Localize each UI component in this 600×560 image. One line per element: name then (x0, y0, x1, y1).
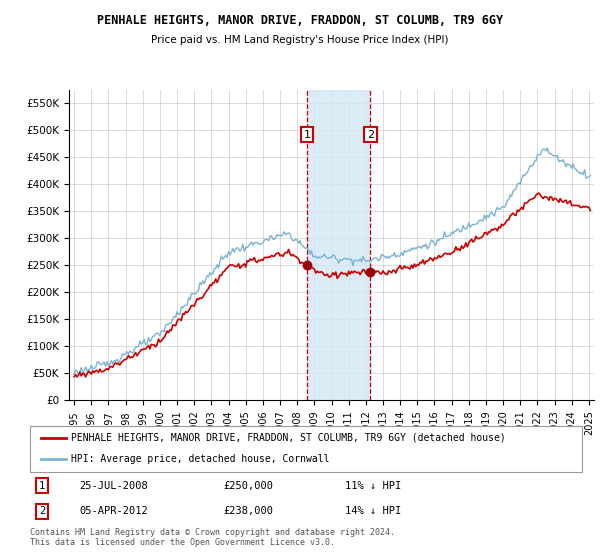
FancyBboxPatch shape (30, 426, 582, 472)
Text: PENHALE HEIGHTS, MANOR DRIVE, FRADDON, ST COLUMB, TR9 6GY (detached house): PENHALE HEIGHTS, MANOR DRIVE, FRADDON, S… (71, 433, 506, 443)
Text: 1: 1 (304, 130, 310, 139)
Text: Price paid vs. HM Land Registry's House Price Index (HPI): Price paid vs. HM Land Registry's House … (151, 35, 449, 45)
Bar (307, 90, 370, 400)
Text: 2: 2 (367, 130, 374, 139)
Text: HPI: Average price, detached house, Cornwall: HPI: Average price, detached house, Corn… (71, 454, 330, 464)
Text: 2: 2 (39, 506, 45, 516)
Text: 05-APR-2012: 05-APR-2012 (80, 506, 148, 516)
Text: 11% ↓ HPI: 11% ↓ HPI (344, 480, 401, 491)
Text: 1: 1 (39, 480, 45, 491)
Text: £250,000: £250,000 (223, 480, 273, 491)
Text: PENHALE HEIGHTS, MANOR DRIVE, FRADDON, ST COLUMB, TR9 6GY: PENHALE HEIGHTS, MANOR DRIVE, FRADDON, S… (97, 14, 503, 27)
Text: Contains HM Land Registry data © Crown copyright and database right 2024.
This d: Contains HM Land Registry data © Crown c… (30, 528, 395, 547)
Text: £238,000: £238,000 (223, 506, 273, 516)
Text: 14% ↓ HPI: 14% ↓ HPI (344, 506, 401, 516)
Text: 25-JUL-2008: 25-JUL-2008 (80, 480, 148, 491)
